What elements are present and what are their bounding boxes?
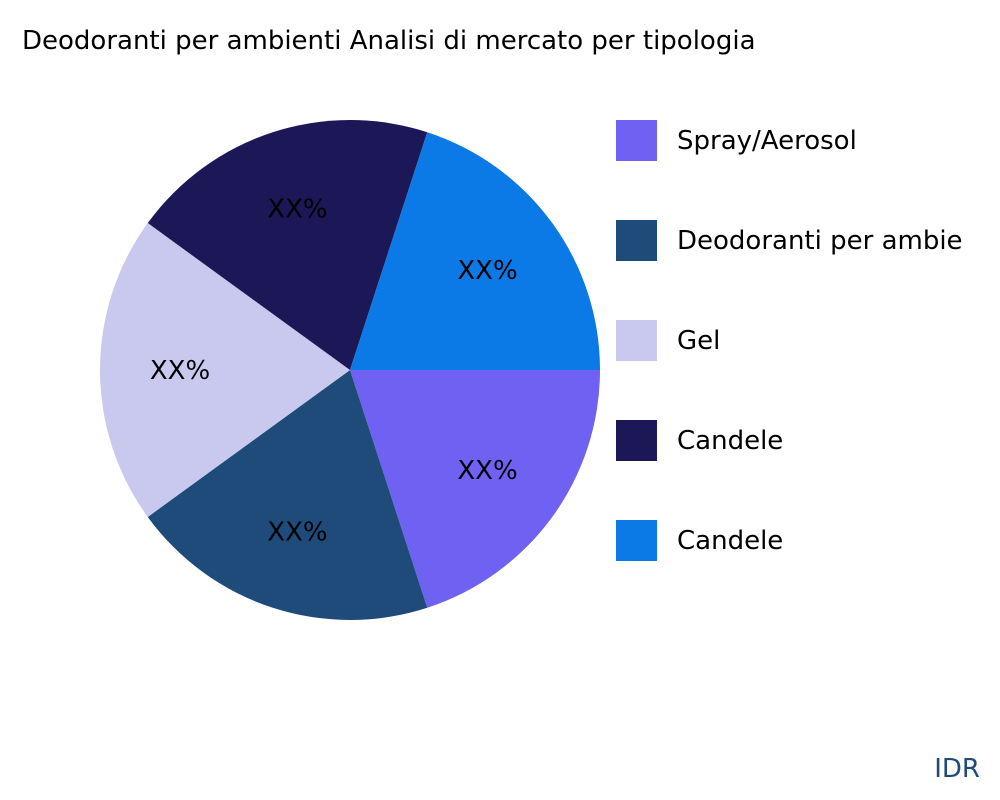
legend-swatch [616,120,657,161]
slice-label: XX% [150,356,210,386]
legend-item: Deodoranti per ambie [616,220,963,261]
pie-slice [350,370,600,608]
legend-swatch [616,520,657,561]
legend-label: Spray/Aerosol [677,125,857,156]
legend-label: Candele [677,525,784,556]
slice-label: XX% [267,518,327,548]
chart-title: Deodoranti per ambienti Analisi di merca… [22,26,756,56]
watermark: IDR [934,754,980,784]
slice-label: XX% [457,256,517,286]
legend-swatch [616,220,657,261]
pie-slice [147,370,428,620]
slice-label: XX% [457,456,517,486]
legend-swatch [616,320,657,361]
legend-swatch [616,420,657,461]
legend-label: Deodoranti per ambie [677,225,963,256]
legend-item: Gel [616,320,720,361]
legend-item: Candele [616,420,783,461]
slice-label: XX% [267,194,327,224]
legend-item: Candele [616,520,783,561]
pie-slice [147,120,428,370]
legend-label: Candele [677,425,784,456]
pie-slice [350,132,600,370]
legend-item: Spray/Aerosol [616,120,857,161]
legend-label: Gel [677,325,721,356]
pie-slice [100,223,350,517]
